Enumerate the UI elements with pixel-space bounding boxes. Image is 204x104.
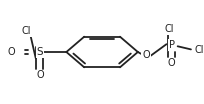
Text: Cl: Cl [22, 26, 31, 36]
Text: O: O [36, 70, 43, 80]
Text: P: P [168, 40, 174, 50]
Text: S: S [36, 47, 43, 57]
Text: O: O [7, 47, 15, 57]
Text: Cl: Cl [193, 45, 203, 55]
Text: O: O [142, 50, 149, 60]
Text: O: O [167, 58, 174, 68]
Text: Cl: Cl [164, 24, 173, 34]
